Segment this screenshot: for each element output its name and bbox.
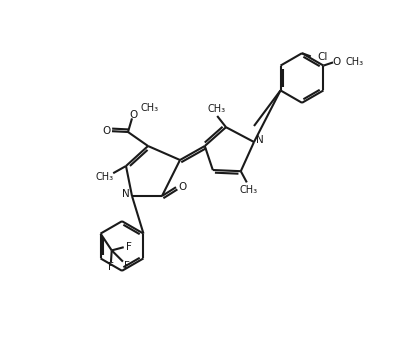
Text: F: F — [126, 242, 131, 252]
Text: O: O — [178, 182, 186, 192]
Text: CH₃: CH₃ — [95, 172, 114, 182]
Text: Cl: Cl — [317, 52, 328, 62]
Text: O: O — [102, 126, 110, 136]
Text: CH₃: CH₃ — [345, 57, 363, 67]
Text: O: O — [130, 110, 138, 120]
Text: N: N — [256, 135, 264, 145]
Text: CH₃: CH₃ — [207, 104, 225, 114]
Text: N: N — [122, 189, 130, 199]
Text: O: O — [332, 57, 340, 67]
Text: CH₃: CH₃ — [240, 185, 258, 195]
Text: CH₃: CH₃ — [140, 103, 158, 113]
Text: F: F — [124, 261, 130, 271]
Text: F: F — [108, 262, 114, 272]
